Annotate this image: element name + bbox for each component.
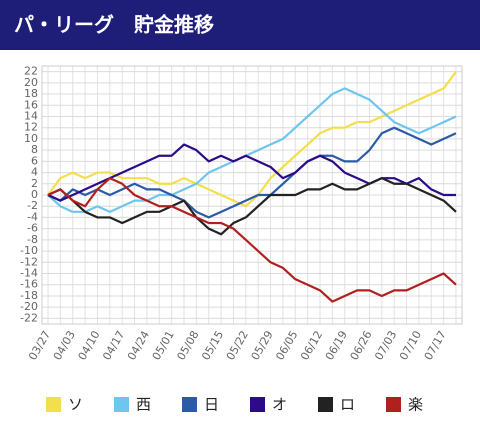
y-tick-label: 12	[24, 121, 38, 134]
y-tick-label: -16	[20, 278, 38, 291]
x-tick-label: 06/12	[298, 329, 325, 363]
y-tick-label: -10	[20, 244, 38, 257]
y-tick-label: 2	[31, 177, 38, 190]
x-tick-label: 05/22	[224, 329, 251, 363]
y-tick-label: 10	[24, 132, 38, 145]
y-tick-label: 16	[24, 98, 38, 111]
x-tick-label: 06/05	[273, 329, 300, 363]
x-tick-label: 05/08	[174, 329, 201, 363]
y-tick-label: -20	[20, 300, 38, 313]
y-tick-label: -8	[27, 233, 38, 246]
y-tick-label: -4	[27, 210, 38, 223]
y-tick-label: 8	[31, 143, 38, 156]
series-line	[47, 87, 457, 213]
y-tick-label: 4	[31, 166, 38, 179]
y-tick-label: 18	[24, 87, 38, 100]
x-tick-label: 04/17	[100, 329, 127, 363]
x-tick-label: 05/01	[150, 329, 177, 363]
legend-swatch	[318, 397, 333, 412]
x-tick-label: 04/24	[125, 329, 152, 363]
series-line	[47, 177, 457, 303]
y-tick-label: -14	[20, 267, 38, 280]
x-tick-label: 06/19	[323, 329, 350, 363]
y-tick-label: -18	[20, 289, 38, 302]
legend-swatch	[182, 397, 197, 412]
y-tick-label: 6	[31, 154, 38, 167]
x-tick-label: 04/10	[76, 329, 103, 363]
x-tick-label: 07/17	[422, 329, 449, 363]
x-tick-label: 07/03	[372, 329, 399, 363]
y-tick-label: -22	[20, 311, 38, 324]
series-line	[47, 177, 457, 236]
legend-swatch	[250, 397, 265, 412]
x-tick-label: 06/26	[348, 329, 375, 363]
chart-title: パ・リーグ 貯金推移	[14, 13, 214, 37]
legend-label: ロ	[340, 396, 355, 414]
y-tick-label: 22	[24, 65, 38, 78]
x-tick-label: 05/29	[249, 329, 276, 363]
x-tick-label: 05/15	[199, 329, 226, 363]
legend-swatch	[46, 397, 61, 412]
y-tick-label: 14	[24, 109, 38, 122]
y-tick-label: 0	[31, 188, 38, 201]
legend-label: 日	[204, 396, 219, 414]
x-tick-label: 04/03	[51, 329, 78, 363]
x-tick-label: 07/10	[397, 329, 424, 363]
legend-label: 西	[136, 396, 151, 414]
series-line	[47, 126, 457, 219]
legend-label: 楽	[408, 396, 423, 414]
y-tick-label: -2	[27, 199, 38, 212]
y-tick-label: -12	[20, 255, 38, 268]
legend-swatch	[114, 397, 129, 412]
title-bar	[0, 0, 480, 50]
plot-frame	[41, 65, 463, 325]
y-tick-label: -6	[27, 222, 38, 235]
legend-swatch	[386, 397, 401, 412]
legend-label: ソ	[68, 396, 83, 414]
series-line	[47, 143, 456, 202]
legend-label: オ	[272, 396, 287, 414]
x-tick-label: 03/27	[26, 329, 53, 363]
y-tick-label: 20	[24, 76, 38, 89]
